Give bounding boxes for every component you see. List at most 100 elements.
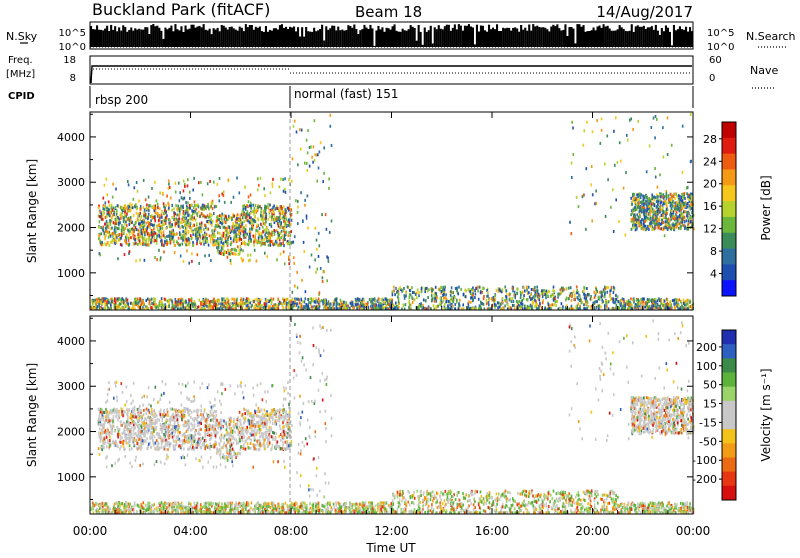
nsky-bar: [466, 26, 468, 47]
power-cell: [323, 146, 325, 149]
nsky-bar: [410, 25, 412, 47]
power-cell: [652, 215, 654, 218]
power-cell: [651, 126, 653, 129]
power-cell: [427, 307, 429, 310]
freq-strip: [90, 56, 693, 84]
power-cell: [409, 289, 411, 292]
power-cell: [407, 286, 409, 289]
power-cell: [222, 253, 224, 256]
power-cell: [531, 288, 533, 291]
nsky-bar: [257, 28, 259, 47]
power-cell: [322, 300, 324, 303]
power-cell: [145, 243, 147, 246]
nsearch-label: N.Search: [746, 30, 796, 43]
power-cell: [666, 202, 668, 205]
nsky-bar: [528, 25, 530, 48]
power-cell: [160, 256, 162, 259]
power-cell: [113, 210, 115, 213]
power-cell: [190, 234, 192, 237]
power-cell: [357, 303, 359, 306]
nsky-bar: [301, 27, 303, 47]
power-cell: [209, 180, 211, 183]
power-cell: [190, 227, 192, 230]
power-cell: [281, 242, 283, 245]
nsky-bar: [108, 31, 110, 47]
nsky-bar: [510, 31, 512, 47]
power-cell: [275, 303, 277, 306]
power-cell: [673, 201, 675, 204]
power-cell: [141, 303, 143, 306]
power-cell: [182, 198, 184, 201]
power-cell: [234, 304, 236, 307]
nsky-bar: [207, 30, 209, 47]
power-cell: [520, 302, 522, 305]
power-cell: [571, 305, 573, 308]
power-cell: [210, 213, 212, 216]
nsky-bar: [154, 26, 156, 47]
nsky-bar: [416, 41, 418, 47]
power-cell: [654, 300, 656, 303]
power-cell: [126, 234, 128, 237]
power-cell: [258, 236, 260, 239]
nsky-bar: [279, 25, 281, 47]
power-cell: [301, 305, 303, 308]
power-cell: [489, 298, 491, 301]
nsky-bar: [440, 29, 442, 47]
nsky-bar: [542, 27, 544, 47]
power-cell: [263, 211, 265, 214]
nsky-bar: [434, 27, 436, 47]
power-cell: [282, 242, 284, 245]
power-cell: [160, 227, 162, 230]
power-cell: [143, 212, 145, 215]
power-cell: [244, 243, 246, 246]
power-cell: [555, 297, 557, 300]
power-cell: [108, 301, 110, 304]
power-cell: [155, 232, 157, 235]
power-cell: [117, 257, 119, 260]
power-cell: [608, 286, 610, 289]
nave-trace-rbsp: [91, 69, 290, 83]
power-cell: [98, 234, 100, 237]
power-cell: [493, 299, 495, 302]
power-cell: [240, 301, 242, 304]
power-cell: [474, 296, 476, 299]
power-cell: [104, 237, 106, 240]
power-cell: [318, 300, 320, 303]
nsky-bar: [623, 29, 625, 47]
nsky-bar: [633, 32, 635, 47]
power-cell: [229, 226, 231, 229]
power-cell: [507, 303, 509, 306]
power-cell: [151, 302, 153, 305]
power-cell: [147, 298, 149, 301]
power-cell: [574, 293, 576, 296]
power-cell: [690, 305, 692, 308]
power-cell: [139, 212, 141, 215]
power-cell: [250, 305, 252, 308]
power-cell: [230, 249, 232, 252]
power-cell: [178, 225, 180, 228]
power-cell: [133, 237, 135, 240]
nsky-bar: [524, 28, 526, 47]
nsky-bar: [361, 29, 363, 47]
power-cell: [274, 219, 276, 222]
nsky-bar: [285, 27, 287, 47]
power-cell: [441, 290, 443, 293]
power-cell: [168, 179, 170, 182]
power-cell: [304, 250, 306, 253]
power-cell: [181, 218, 183, 221]
power-cell: [455, 287, 457, 290]
power-cell: [371, 298, 373, 301]
power-cell: [263, 187, 265, 190]
power-cell: [239, 226, 241, 229]
power-cell: [684, 216, 686, 219]
power-cell: [105, 230, 107, 233]
power-cell: [214, 235, 216, 238]
nsky-bar: [476, 25, 478, 47]
power-cell: [456, 289, 458, 292]
power-cell: [283, 250, 285, 253]
power-cell: [242, 259, 244, 262]
power-cell: [258, 184, 260, 187]
power-cell: [192, 305, 194, 308]
power-cell: [161, 216, 163, 219]
power-cell: [653, 196, 655, 199]
